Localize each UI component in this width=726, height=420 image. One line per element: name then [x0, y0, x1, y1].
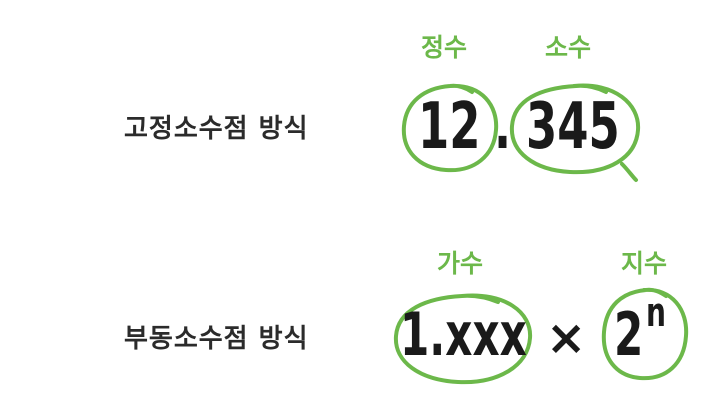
exponent-tag: 지수: [620, 249, 667, 278]
integer-value: 12: [418, 90, 481, 164]
exponent-circle: [601, 287, 689, 381]
decimal-point: .: [494, 90, 512, 164]
integer-tag: 정수: [420, 33, 467, 62]
fraction-tag: 소수: [544, 33, 591, 62]
fraction-circle: [509, 83, 641, 182]
fraction-value: 345: [526, 90, 620, 164]
exponent-value: n: [646, 290, 666, 336]
mantissa-circle: [393, 293, 533, 385]
mantissa-value: 1.xxx: [400, 300, 527, 370]
floating-point-label: 부동소수점 방식: [124, 324, 309, 354]
fixed-point-label: 고정소수점 방식: [124, 114, 309, 144]
integer-circle: [401, 83, 499, 173]
multiply-sign: ×: [546, 310, 587, 366]
mantissa-tag: 가수: [436, 249, 483, 278]
base-value: 2: [614, 300, 644, 370]
